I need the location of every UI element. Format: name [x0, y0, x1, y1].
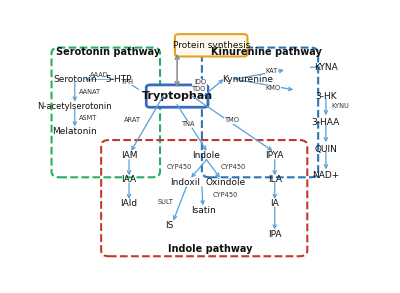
Text: 3-HAA: 3-HAA [312, 117, 340, 127]
Text: Tryptophan: Tryptophan [142, 91, 213, 101]
Text: Indole pathway: Indole pathway [168, 244, 252, 254]
FancyBboxPatch shape [175, 34, 248, 57]
Text: N-acetylserotonin: N-acetylserotonin [38, 102, 112, 111]
Text: IPA: IPA [268, 230, 282, 239]
Text: ASMT: ASMT [79, 115, 98, 120]
Text: TMO: TMO [225, 117, 240, 123]
Text: IAA: IAA [122, 175, 137, 184]
Text: SULT: SULT [157, 199, 173, 205]
Text: Protein synthesis: Protein synthesis [172, 41, 250, 50]
Text: QUIN: QUIN [314, 144, 337, 154]
Text: IAM: IAM [121, 151, 137, 160]
Text: Indole: Indole [193, 151, 220, 160]
Text: 3-HK: 3-HK [315, 92, 337, 100]
Text: ILA: ILA [268, 175, 282, 184]
Text: KMO: KMO [266, 85, 281, 91]
Text: Serotonin pathway: Serotonin pathway [56, 47, 160, 57]
Text: CYP450: CYP450 [213, 192, 238, 198]
Text: TPH: TPH [121, 79, 134, 85]
Text: CYP450: CYP450 [221, 164, 246, 170]
Text: Melatonin: Melatonin [52, 127, 97, 136]
Text: Isatin: Isatin [191, 205, 216, 214]
Text: KYNA: KYNA [314, 63, 338, 72]
Text: IPYA: IPYA [266, 151, 284, 160]
Text: KYNU: KYNU [332, 103, 349, 109]
Text: IDO
TDO: IDO TDO [192, 79, 206, 92]
FancyBboxPatch shape [146, 85, 208, 107]
Text: AANAT: AANAT [79, 89, 101, 95]
Text: CYP450: CYP450 [167, 164, 192, 170]
Text: Serotonin: Serotonin [53, 75, 97, 84]
Text: IS: IS [165, 221, 174, 230]
Text: Indoxil: Indoxil [170, 178, 200, 188]
Text: 5-HTP: 5-HTP [105, 75, 132, 84]
Text: TNA: TNA [182, 121, 195, 127]
Text: IAld: IAld [120, 199, 138, 208]
Text: Kinurenine pathway: Kinurenine pathway [211, 47, 322, 57]
Text: AAAD: AAAD [90, 72, 108, 78]
Text: KAT: KAT [266, 68, 278, 74]
Text: ARAT: ARAT [124, 117, 142, 123]
Text: Kynurenine: Kynurenine [222, 75, 273, 84]
Text: IA: IA [270, 199, 279, 208]
Text: NAD+: NAD+ [312, 171, 340, 180]
Text: Oxindole: Oxindole [205, 178, 245, 188]
